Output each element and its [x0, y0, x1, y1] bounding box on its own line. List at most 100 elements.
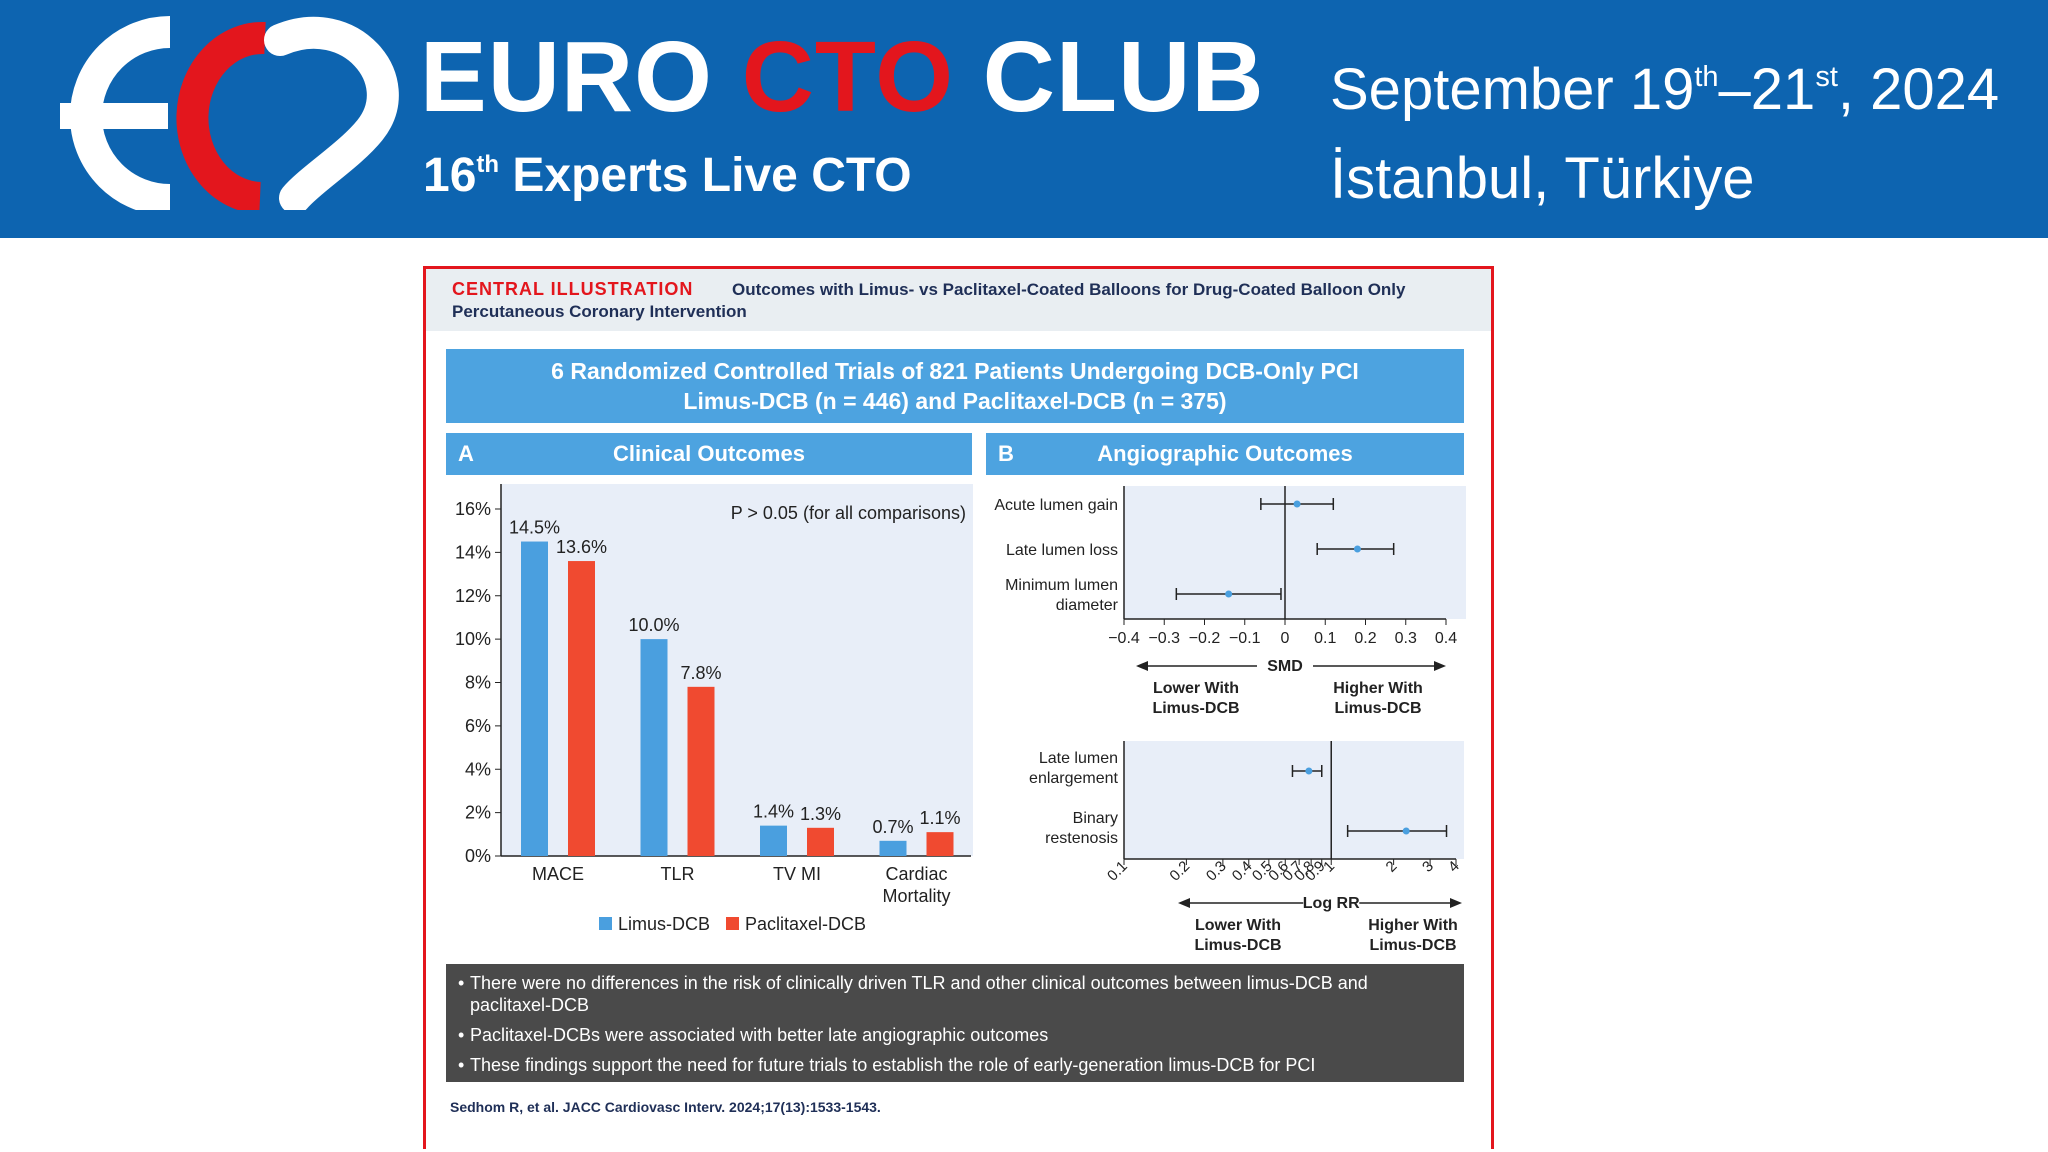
row-label: Acute lumen gain [994, 497, 1118, 514]
panel-b2-plot-bg [1124, 741, 1464, 859]
event-location: İstanbul, Türkiye [1330, 146, 1755, 211]
illustration-title: Outcomes with Limus- vs Paclitaxel-Coate… [452, 280, 1406, 321]
ecc-heart-logo [60, 16, 399, 210]
x-tick-label: 0.3 [1395, 630, 1417, 647]
x-tick-label: −0.1 [1229, 630, 1261, 647]
direction-label-higher: Higher With [1333, 680, 1423, 697]
row-label: Late lumen [1039, 750, 1118, 767]
bar-paclitaxel [568, 561, 595, 856]
point-estimate [1353, 545, 1361, 553]
finding-1: There were no differences in the risk of… [458, 972, 1452, 1016]
direction-label-lower: Lower With [1153, 680, 1239, 697]
y-tick-label: 6% [465, 716, 491, 736]
row-label: enlargement [1029, 770, 1119, 787]
bar-data-label: 1.3% [800, 804, 841, 824]
panel-a-header: Clinical Outcomes A [446, 433, 972, 475]
summary-line-1: 6 Randomized Controlled Trials of 821 Pa… [551, 358, 1359, 384]
study-summary: 6 Randomized Controlled Trials of 821 Pa… [446, 349, 1464, 423]
bar-limus [760, 825, 787, 856]
bar-data-label: 10.0% [628, 615, 679, 635]
bar-limus [640, 639, 668, 856]
event-dates: September 19th–21st, 2024 [1330, 57, 2000, 122]
panel-a-title: Clinical Outcomes [613, 441, 805, 466]
legend-swatch-limus [599, 917, 612, 930]
bar-data-label: 1.1% [919, 808, 960, 828]
row-label: diameter [1056, 597, 1119, 614]
legend-label-paclitaxel: Paclitaxel-DCB [745, 914, 866, 934]
bar-data-label: 1.4% [753, 802, 794, 822]
central-illustration: CENTRAL ILLUSTRATION Outcomes with Limus… [423, 266, 1494, 1149]
row-label: Binary [1073, 810, 1118, 827]
y-tick-label: 4% [465, 759, 491, 779]
y-tick-label: 8% [465, 673, 491, 693]
charts-canvas: 0% 2% 4% 6% 8% 10% 12% 14% 16% P > 0.05 (for all … [455, 484, 1466, 954]
x-tick-label: −0.4 [1108, 630, 1140, 647]
y-tick-label: 0% [465, 846, 491, 866]
arrowhead-right [1450, 898, 1462, 908]
panel-b1-plot-bg [1124, 486, 1466, 619]
x-tick-label: 3 [1419, 858, 1437, 876]
bar-paclitaxel [687, 686, 715, 856]
panel-b-letter: B [998, 441, 1014, 466]
bar-data-label: 13.6% [556, 537, 607, 557]
direction-label-lower: Lower With [1195, 917, 1281, 934]
direction-label-higher: Limus-DCB [1334, 700, 1421, 717]
event-brand-title: EURO CTO CLUB [420, 21, 1265, 133]
x-category-label: Mortality [882, 886, 950, 906]
y-tick-label: 10% [455, 629, 491, 649]
direction-label-lower: Limus-DCB [1194, 937, 1281, 954]
x-tick-label: 4 [1445, 858, 1463, 876]
arrowhead-left [1136, 661, 1148, 671]
legend-label-limus: Limus-DCB [618, 914, 710, 934]
bar-data-label: 14.5% [509, 518, 560, 538]
bar-limus [879, 840, 907, 856]
x-category-label: MACE [532, 864, 584, 884]
direction-label-higher: Limus-DCB [1369, 937, 1456, 954]
illustration-header: CENTRAL ILLUSTRATION Outcomes with Limus… [426, 269, 1491, 331]
x-tick-label: 0.2 [1166, 858, 1193, 885]
row-label: Minimum lumen [1005, 577, 1118, 594]
point-estimate [1402, 827, 1410, 835]
summary-line-2: Limus-DCB (n = 446) and Paclitaxel-DCB (… [683, 388, 1227, 414]
event-subtitle: 16th Experts Live CTO [423, 149, 912, 202]
x-tick-label: −0.3 [1148, 630, 1180, 647]
y-tick-label: 14% [455, 542, 491, 562]
x-tick-label: −0.2 [1189, 630, 1221, 647]
citation: Sedhom R, et al. JACC Cardiovasc Interv.… [450, 1099, 881, 1115]
direction-label-lower: Limus-DCB [1152, 700, 1239, 717]
finding-3: These findings support the need for futu… [458, 1054, 1452, 1076]
key-findings: There were no differences in the risk of… [446, 964, 1464, 1082]
x-tick-label: 0 [1281, 630, 1290, 647]
point-estimate [1305, 767, 1313, 775]
panel-b-header: Angiographic Outcomes B [986, 433, 1464, 475]
forest-x-axis-label: Log RR [1303, 895, 1360, 912]
direction-label-higher: Higher With [1368, 917, 1458, 934]
legend-swatch-paclitaxel [726, 917, 739, 930]
y-tick-label: 2% [465, 803, 491, 823]
finding-2: Paclitaxel-DCBs were associated with bet… [458, 1024, 1452, 1046]
x-tick-label: 0.2 [1354, 630, 1376, 647]
illustration-label: CENTRAL ILLUSTRATION [452, 279, 694, 299]
bar-limus [521, 541, 548, 856]
x-tick-label: 0.1 [1104, 858, 1131, 885]
event-banner: EURO CTO CLUB 16th Experts Live CTO Sept… [0, 0, 2048, 238]
row-label: Late lumen loss [1006, 542, 1118, 559]
x-category-label: Cardiac [885, 864, 947, 884]
y-tick-label: 12% [455, 586, 491, 606]
point-estimate [1293, 500, 1301, 508]
bar-paclitaxel [807, 827, 834, 856]
bar-paclitaxel [926, 832, 954, 856]
panel-b-title: Angiographic Outcomes [1097, 441, 1353, 466]
p-value-annotation: P > 0.05 (for all comparisons) [731, 503, 966, 523]
x-category-label: TLR [660, 864, 694, 884]
x-tick-label: 2 [1383, 858, 1401, 876]
x-category-label: TV MI [773, 864, 821, 884]
row-label: restenosis [1045, 830, 1118, 847]
x-tick-label: 0.3 [1203, 858, 1230, 885]
panel-a-letter: A [458, 441, 474, 466]
x-tick-label: 0.4 [1435, 630, 1457, 647]
x-tick-label: 0.1 [1314, 630, 1336, 647]
arrowhead-right [1434, 661, 1446, 671]
bar-data-label: 0.7% [872, 817, 913, 837]
forest-x-axis-label: SMD [1267, 658, 1303, 675]
